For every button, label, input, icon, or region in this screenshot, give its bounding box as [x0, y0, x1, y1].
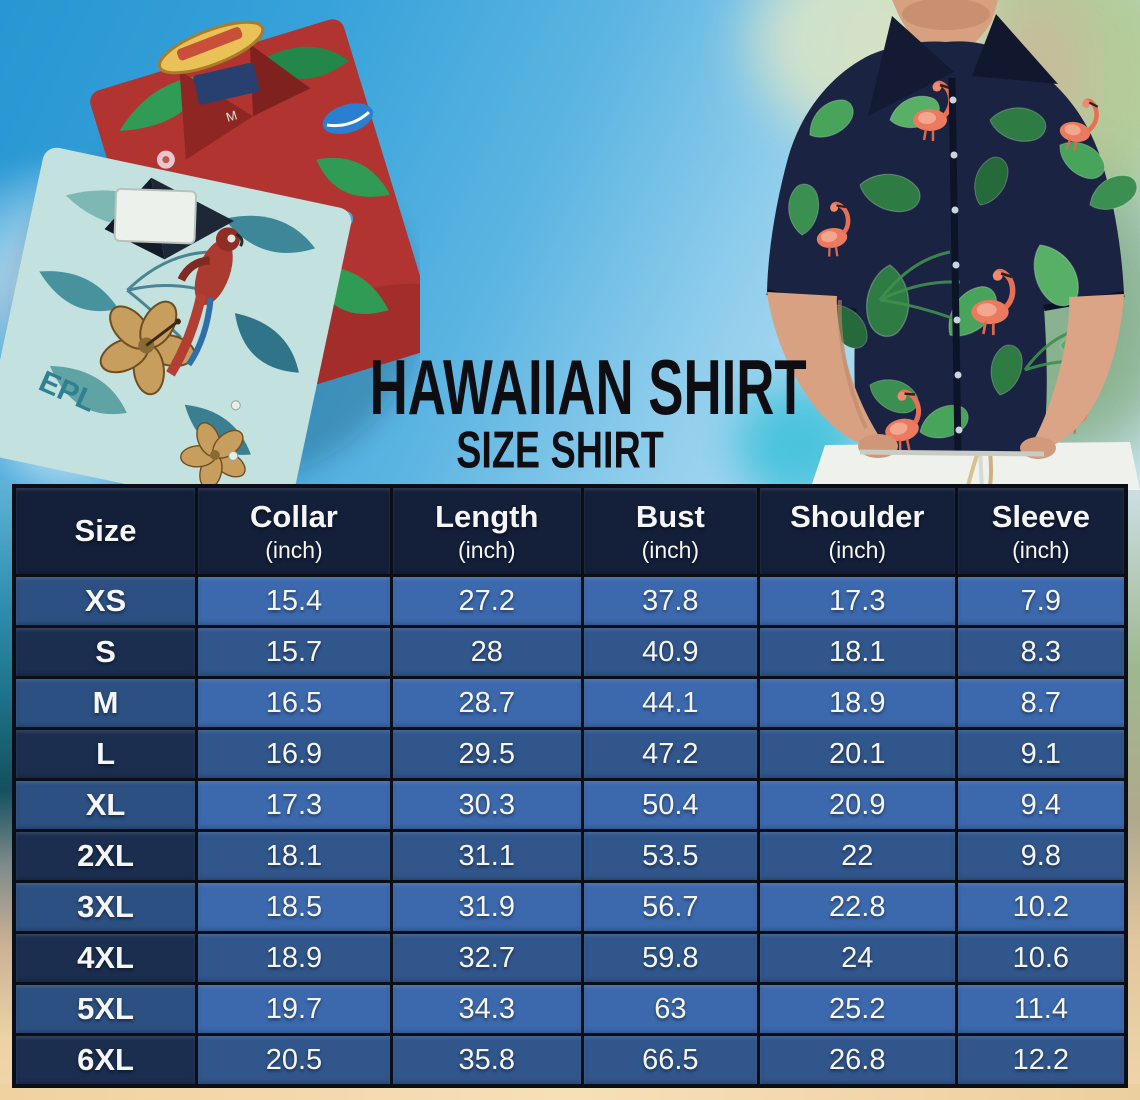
value-cell: 9.8	[957, 832, 1124, 880]
folded-shirts-photo: M	[0, 19, 420, 500]
parrot	[166, 227, 244, 377]
size-cell: L	[16, 730, 196, 778]
model-photo	[766, 0, 1140, 490]
beach-background-right	[1124, 480, 1140, 1100]
shirt-collar	[868, 16, 954, 116]
value-cell: 17.3	[759, 577, 955, 625]
value-cell: 29.5	[392, 730, 581, 778]
value-cell: 18.5	[198, 883, 390, 931]
col-header-length: Length (inch)	[392, 488, 581, 574]
size-cell: 5XL	[16, 985, 196, 1033]
value-cell: 9.4	[957, 781, 1124, 829]
value-cell: 18.9	[198, 934, 390, 982]
value-cell: 9.1	[957, 730, 1124, 778]
value-cell: 35.8	[392, 1036, 581, 1084]
value-cell: 28	[392, 628, 581, 676]
size-cell: XL	[16, 781, 196, 829]
value-cell: 31.1	[392, 832, 581, 880]
value-cell: 37.8	[583, 577, 757, 625]
value-cell: 28.7	[392, 679, 581, 727]
col-header-sleeve: Sleeve (inch)	[957, 488, 1124, 574]
value-cell: 24	[759, 934, 955, 982]
value-cell: 22.8	[759, 883, 955, 931]
size-cell: 6XL	[16, 1036, 196, 1084]
value-cell: 16.9	[198, 730, 390, 778]
size-table: Size Collar (inch) Length (inch) Bust (inch…	[12, 484, 1128, 1088]
col-header-shoulder: Shoulder (inch)	[759, 488, 955, 574]
value-cell: 63	[583, 985, 757, 1033]
value-cell: 31.9	[392, 883, 581, 931]
value-cell: 56.7	[583, 883, 757, 931]
value-cell: 20.5	[198, 1036, 390, 1084]
value-cell: 25.2	[759, 985, 955, 1033]
size-cell: S	[16, 628, 196, 676]
size-tag-label: M	[224, 107, 239, 125]
value-cell: 47.2	[583, 730, 757, 778]
title-block: HAWAIIAN SHIRT SIZE SHIRT	[322, 343, 807, 476]
teal-shirt: EPL	[0, 147, 352, 500]
page-title: HAWAIIAN SHIRT	[369, 343, 807, 431]
value-cell: 18.1	[198, 832, 390, 880]
value-cell: 34.3	[392, 985, 581, 1033]
value-cell: 8.7	[957, 679, 1124, 727]
value-cell: 50.4	[583, 781, 757, 829]
page-subtitle: SIZE SHIRT	[456, 420, 664, 479]
value-cell: 18.1	[759, 628, 955, 676]
value-cell: 19.7	[198, 985, 390, 1033]
size-cell: M	[16, 679, 196, 727]
value-cell: 10.2	[957, 883, 1124, 931]
value-cell: 10.6	[957, 934, 1124, 982]
value-cell: 66.5	[583, 1036, 757, 1084]
value-cell: 8.3	[957, 628, 1124, 676]
value-cell: 18.9	[759, 679, 955, 727]
value-cell: 40.9	[583, 628, 757, 676]
value-cell: 44.1	[583, 679, 757, 727]
hawaiian-shirt-body	[767, 41, 1124, 455]
value-cell: 17.3	[198, 781, 390, 829]
col-header-collar: Collar (inch)	[198, 488, 390, 574]
value-cell: 15.7	[198, 628, 390, 676]
value-cell: 32.7	[392, 934, 581, 982]
value-cell: 20.9	[759, 781, 955, 829]
value-cell: 15.4	[198, 577, 390, 625]
value-cell: 20.1	[759, 730, 955, 778]
value-cell: 7.9	[957, 577, 1124, 625]
col-header-bust: Bust (inch)	[583, 488, 757, 574]
value-cell: 11.4	[957, 985, 1124, 1033]
value-cell: 59.8	[583, 934, 757, 982]
value-cell: 16.5	[198, 679, 390, 727]
model-right-arm	[1028, 294, 1124, 450]
size-cell: 3XL	[16, 883, 196, 931]
value-cell: 22	[759, 832, 955, 880]
size-cell: 2XL	[16, 832, 196, 880]
sand-strip	[0, 1084, 1140, 1100]
shirt-buttons	[949, 96, 963, 434]
value-cell: 27.2	[392, 577, 581, 625]
size-cell: 4XL	[16, 934, 196, 982]
size-cell: XS	[16, 577, 196, 625]
col-header-size: Size	[16, 488, 196, 574]
value-cell: 53.5	[583, 832, 757, 880]
value-cell: 26.8	[759, 1036, 955, 1084]
value-cell: 12.2	[957, 1036, 1124, 1084]
value-cell: 30.3	[392, 781, 581, 829]
